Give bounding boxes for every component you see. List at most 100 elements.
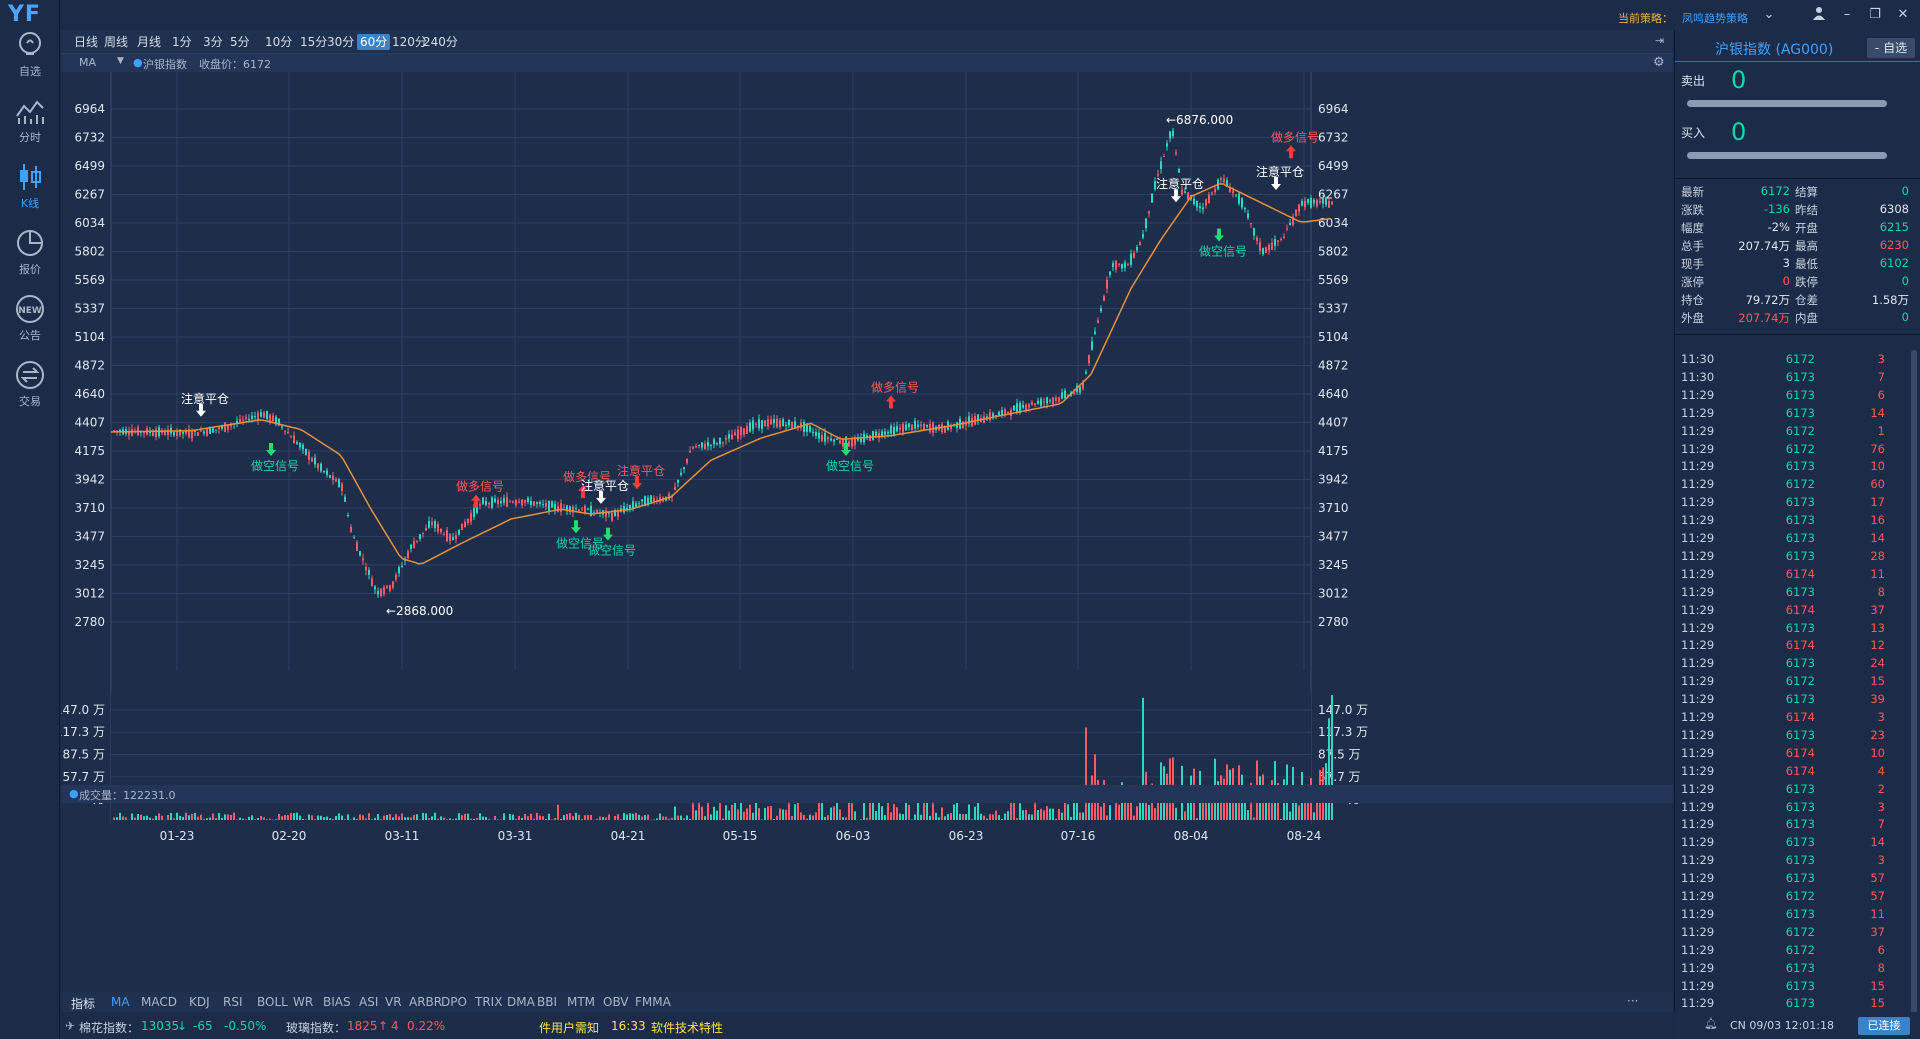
period-tab[interactable]: 3分 [203,35,223,49]
more-icon[interactable]: ··· [1627,994,1639,1008]
volume-bar [368,813,370,820]
signal-arrow-icon [266,443,276,457]
minimize-icon[interactable]: – [1843,7,1851,22]
volume-bar [137,814,139,820]
tick-scrollbar[interactable] [1911,350,1917,1030]
candle-body [815,432,817,436]
volume-bar [170,812,172,820]
volume-tick-right: 87.5 万 [1318,748,1361,762]
nav-kline[interactable]: K线 [0,162,60,220]
indicator-tab[interactable]: WR [293,995,314,1009]
remove-favorite-button[interactable]: - 自选 [1867,38,1915,58]
tick-price: 6174 [1785,638,1815,653]
indicator-tab[interactable]: DPO [441,995,467,1009]
candle-body [914,420,916,429]
indicator-tab[interactable]: MACD [141,995,177,1009]
nav-trade[interactable]: 交易 [0,360,60,418]
y-tick-label-right: 3012 [1318,587,1349,601]
volume-tick-left: 147.0 万 [61,703,105,717]
candle-body [1100,308,1102,312]
candle-body [740,427,742,436]
period-tab[interactable]: 10分 [265,35,293,49]
gear-icon[interactable]: ⚙ [1653,55,1665,70]
period-tab[interactable]: 120分 [392,35,427,49]
collapse-icon[interactable]: ⇥ [1655,34,1665,47]
candle-body [710,444,712,446]
tick-volume: 4 [1877,763,1885,778]
indicator-tab[interactable]: RSI [223,995,243,1009]
volume-bar [758,807,760,820]
nav-timeline[interactable]: 分时 [0,96,60,154]
quote-label: 开盘 [1795,221,1818,235]
period-tab[interactable]: 日线 [74,35,99,49]
chevron-down-icon[interactable]: ▼ [117,56,124,66]
indicator-tab[interactable]: DMA [507,995,535,1009]
period-tab[interactable]: 15分 [300,35,328,49]
candle-body [215,429,217,431]
bell-icon[interactable]: 🔔︎ [1704,1017,1718,1030]
period-tab[interactable]: 60分 [357,34,391,50]
period-tab[interactable]: 月线 [137,35,162,49]
indicator-tab[interactable]: ASI [359,995,379,1009]
volume-bar [1043,810,1045,820]
indicator-tab[interactable]: KDJ [189,995,210,1009]
period-tab[interactable]: 周线 [104,35,129,49]
quote-value: 207.74万 [1738,311,1790,325]
period-tab[interactable]: 30分 [327,35,355,49]
indicator-tab[interactable]: BIAS [323,995,351,1009]
volume-bar [1007,811,1009,820]
volume-bar [959,813,961,820]
indicator-tab[interactable]: MTM [567,995,596,1009]
candle-body [995,415,997,417]
period-tab[interactable]: 5分 [230,35,250,49]
nav-announcements[interactable]: NEW 公告 [0,294,60,352]
volume-bar [884,815,886,820]
period-tab[interactable]: 1分 [172,35,192,49]
indicator-tab[interactable]: TRIX [475,995,503,1009]
nav-quotes[interactable]: 报价 [0,228,60,286]
volume-bar [1016,818,1018,820]
user-icon[interactable] [1810,6,1828,24]
indicator-tab[interactable]: BOLL [257,995,288,1009]
volume-bar [860,819,862,820]
close-icon[interactable]: ✕ [1897,7,1909,22]
indicator-tab[interactable]: OBV [603,995,629,1009]
candle-body [1172,130,1174,137]
x-tick-label: 05-15 [723,829,758,843]
indicator-tab[interactable]: ARBR [409,995,443,1009]
indicator-tab[interactable]: FMMA [635,995,671,1009]
news-ticker-1[interactable]: 件用户需知 [539,1021,600,1035]
indicator-tab[interactable]: BBI [537,995,558,1009]
indicator-tab[interactable]: VR [385,995,402,1009]
candle-body [566,505,568,512]
chevron-down-icon[interactable]: ⌄ [1763,7,1775,22]
strategy-dropdown[interactable]: 凤鸣趋势策略 [1682,12,1748,25]
nav-favorites[interactable]: 自选 [0,30,60,88]
y-tick-label-right: 6499 [1318,159,1349,173]
indicator-select[interactable]: MA [79,56,97,69]
quote-value: 6215 [1879,220,1909,234]
candle-body [479,504,481,506]
volume-bar [914,814,916,820]
volume-bar [665,816,667,820]
volume-bar [410,817,412,820]
strategy-label: 当前策略： [1618,12,1673,25]
candle-body [1322,197,1324,204]
nav-label: 报价 [19,263,41,276]
candle-body [857,438,859,441]
indicator-tab[interactable]: MA [111,995,130,1009]
candle-body [119,429,121,433]
volume-bar [1205,787,1207,820]
indicator-tab[interactable]: 指标 [71,997,96,1011]
volume-bar [1208,799,1210,820]
candle-body [365,566,367,571]
candle-body [368,569,370,575]
candle-body [557,505,559,512]
volume-bar [320,815,322,820]
period-tab[interactable]: 240分 [423,35,458,49]
restore-icon[interactable]: ❐ [1869,7,1881,22]
signal-arrow-icon [841,443,851,457]
tick-row: 11:29 6172 37 [1675,923,1920,941]
news-ticker-2[interactable]: 软件技术特性 [651,1021,724,1035]
